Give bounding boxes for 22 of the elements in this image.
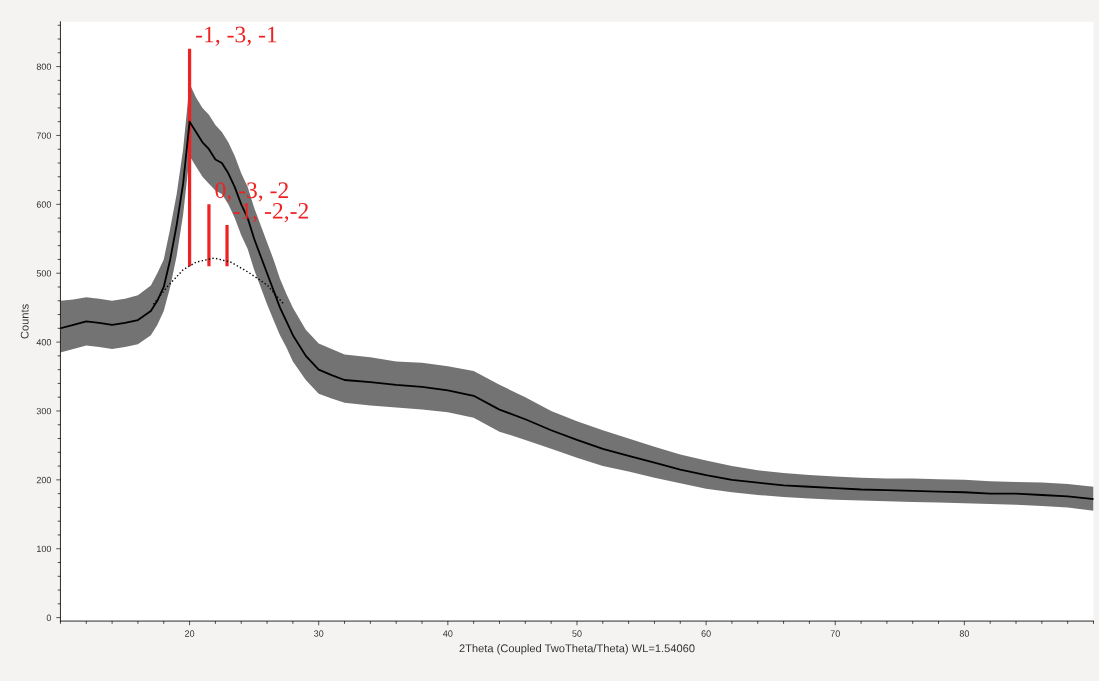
x-tick-label: 40 [443, 630, 453, 637]
y-tick-label: 600 [36, 201, 52, 208]
y-tick-label: 0 [46, 614, 52, 621]
y-tick-label: 300 [36, 407, 52, 415]
x-tick-label: 50 [572, 630, 582, 637]
x-tick-label: 60 [701, 630, 711, 637]
x-tick-label: 30 [314, 630, 324, 637]
y-tick-label: 500 [36, 270, 52, 277]
y-tick-label: 100 [37, 545, 52, 553]
y-tick-label: 700 [36, 132, 52, 139]
x-axis-title: 2Theta (Coupled TwoTheta/Theta) WL=1.54060 [459, 644, 695, 655]
x-tick-label: 20 [185, 630, 195, 637]
annotation: -1, -3, -1 [196, 26, 277, 46]
y-tick-label: 400 [36, 339, 52, 346]
x-tick-label: 70 [830, 630, 840, 637]
y-axis-title: Counts [20, 304, 29, 339]
y-tick-label: 800 [36, 63, 52, 70]
line-series [152, 257, 285, 305]
bar [225, 225, 229, 267]
bar [207, 204, 211, 267]
y-tick-label: 200 [36, 476, 52, 484]
x-tick-label: 80 [959, 630, 970, 637]
